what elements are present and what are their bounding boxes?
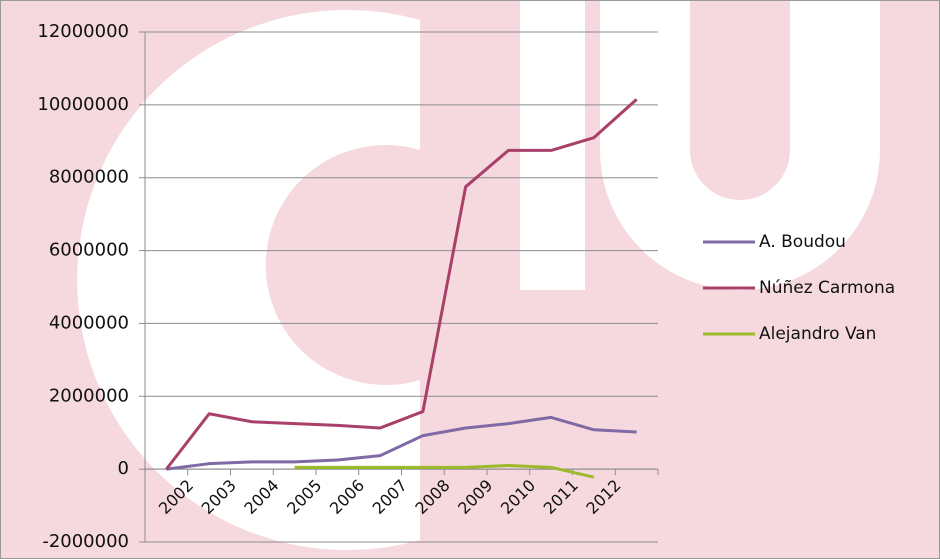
legend-label: Núñez Carmona (759, 278, 895, 298)
y-tick-label: 6000000 (49, 240, 129, 261)
chart: -2000000 0 2000000 4000000 6000000 8000000 100… (0, 0, 940, 559)
y-tick-label: 0 (118, 458, 129, 479)
y-tick-label: 4000000 (49, 312, 129, 333)
y-tick-label: 8000000 (49, 167, 129, 188)
y-tick-label: 2000000 (49, 385, 129, 406)
legend-label: Alejandro Van (759, 324, 876, 344)
legend-label: A. Boudou (759, 232, 846, 252)
y-tick-label: -2000000 (42, 531, 129, 552)
y-tick-label: 10000000 (37, 94, 129, 115)
y-tick-label: 12000000 (37, 21, 129, 42)
